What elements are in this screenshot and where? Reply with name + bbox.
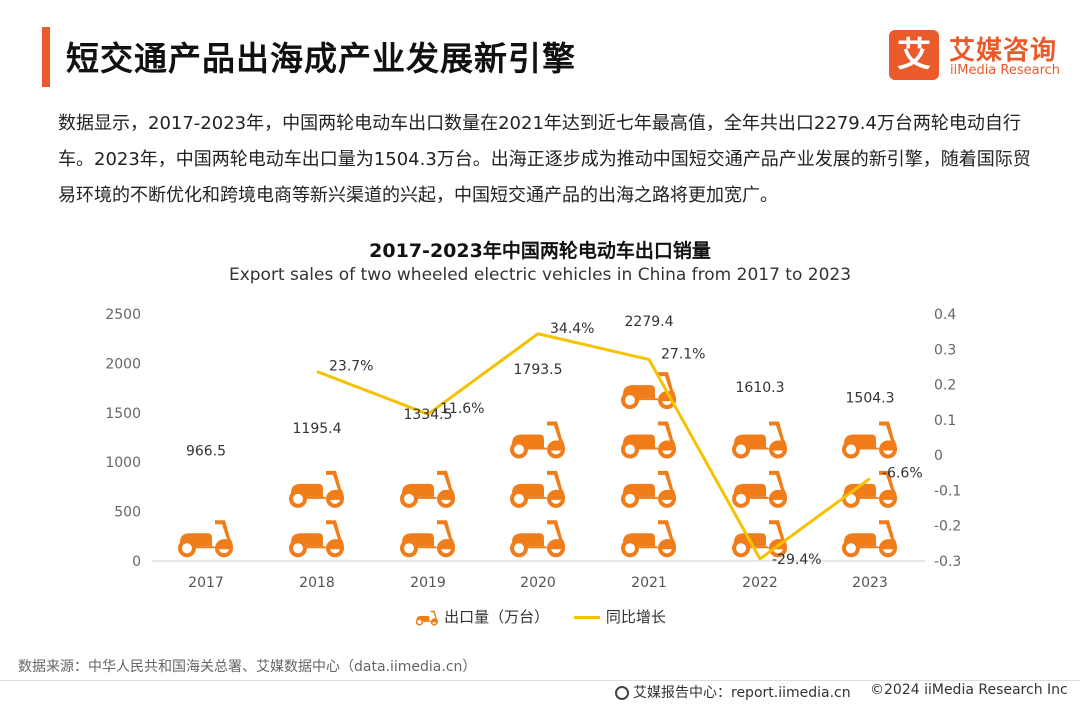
y-right-tick: -0.2	[934, 519, 961, 535]
description-paragraph: 数据显示，2017-2023年，中国两轮电动车出口数量在2021年达到近七年最高…	[58, 113, 1031, 206]
y-left-tick: 1000	[105, 455, 141, 471]
growth-value-label: -6.6%	[882, 465, 923, 481]
scooter-icon	[621, 370, 677, 410]
scooter-icon	[289, 518, 345, 558]
data-source: 数据来源：中华人民共和国海关总署、艾媒数据中心（data.iimedia.cn）	[18, 659, 477, 675]
scooter-icon	[732, 419, 788, 459]
legend-label-export: 出口量（万台）	[444, 608, 550, 626]
footer-divider	[0, 680, 1080, 681]
y-right-tick: 0.3	[934, 342, 956, 358]
y-left-tick: 1500	[105, 406, 141, 422]
scooter-icon	[400, 518, 456, 558]
bar-value-label: 1504.3	[846, 390, 895, 406]
scooter-icon	[621, 419, 677, 459]
scooter-icon	[732, 468, 788, 508]
scooter-icon	[621, 468, 677, 508]
x-tick-2019: 2019	[410, 575, 446, 591]
y-right-tick: 0.4	[934, 307, 956, 323]
scooter-icon	[400, 432, 456, 459]
brand-logo: 艾 艾媒咨询 iiMedia Research	[889, 30, 1064, 82]
bar-2020	[510, 386, 566, 558]
growth-value-label: 23.7%	[329, 359, 373, 375]
growth-value-label: 34.4%	[550, 321, 594, 337]
bar-value-label: 1195.4	[293, 421, 342, 437]
title-accent-bar	[42, 27, 50, 87]
legend-line-swatch	[573, 616, 600, 619]
scooter-icon	[842, 518, 898, 558]
y-left-tick: 2500	[105, 307, 141, 323]
legend-item-export: 出口量（万台）	[414, 606, 549, 627]
x-tick-2023: 2023	[852, 575, 888, 591]
copyright: ©2024 iiMedia Research Inc	[870, 682, 1068, 698]
bar-2019	[400, 432, 456, 558]
y-right-tick: 0	[934, 448, 943, 464]
scooter-icon	[510, 419, 566, 459]
scooter-icon	[414, 610, 440, 626]
y-right-tick: -0.3	[934, 554, 961, 570]
growth-line	[316, 332, 871, 561]
logo-name-cn: 艾媒咨询	[949, 36, 1058, 66]
scooter-icon	[842, 419, 898, 459]
scooter-icon	[178, 471, 234, 508]
scooter-icon	[289, 468, 345, 508]
chart-legend: 出口量（万台） 同比增长	[0, 606, 1080, 627]
y-left-tick: 2000	[105, 356, 141, 372]
x-tick-2022: 2022	[742, 575, 778, 591]
logo-name-en: iiMedia Research	[950, 63, 1061, 78]
bar-2018	[289, 443, 345, 558]
report-center-text: 艾媒报告中心：report.iimedia.cn	[633, 685, 851, 701]
growth-value-label: 27.1%	[661, 347, 705, 363]
scooter-icon	[510, 518, 566, 558]
report-center: 艾媒报告中心：report.iimedia.cn	[615, 682, 851, 702]
legend-item-growth: 同比增长	[573, 606, 666, 627]
bar-value-label: 2279.4	[625, 314, 674, 330]
legend-label-growth: 同比增长	[605, 608, 666, 626]
chart-title: 2017-2023年中国两轮电动车出口销量	[369, 240, 711, 262]
y-right-tick: -0.1	[934, 483, 961, 499]
y-right-tick: 0.1	[934, 413, 956, 429]
bar-value-label: 966.5	[186, 444, 226, 460]
scooter-icon	[510, 468, 566, 508]
x-tick-2021: 2021	[631, 575, 667, 591]
y-left-tick: 0	[132, 554, 141, 570]
x-tick-2018: 2018	[299, 575, 335, 591]
y-left-tick: 500	[114, 505, 141, 521]
scooter-icon	[400, 468, 456, 508]
growth-value-label: 11.6%	[440, 401, 484, 417]
bar-value-label: 1334.5	[404, 407, 453, 423]
bar-value-label: 1793.5	[514, 362, 563, 378]
page-title: 短交通产品出海成产业发展新引擎	[66, 39, 576, 78]
bar-2017	[178, 471, 234, 558]
scooter-icon	[178, 518, 234, 558]
growth-value-label: -29.4%	[772, 552, 822, 568]
x-tick-2020: 2020	[520, 575, 556, 591]
y-right-tick: 0.2	[934, 378, 956, 394]
bar-value-label: 1610.3	[736, 380, 785, 396]
scooter-icon	[621, 518, 677, 558]
globe-icon	[615, 686, 629, 700]
chart-subtitle: Export sales of two wheeled electric veh…	[228, 265, 852, 285]
logo-mark: 艾	[889, 30, 939, 80]
x-tick-2017: 2017	[188, 575, 224, 591]
